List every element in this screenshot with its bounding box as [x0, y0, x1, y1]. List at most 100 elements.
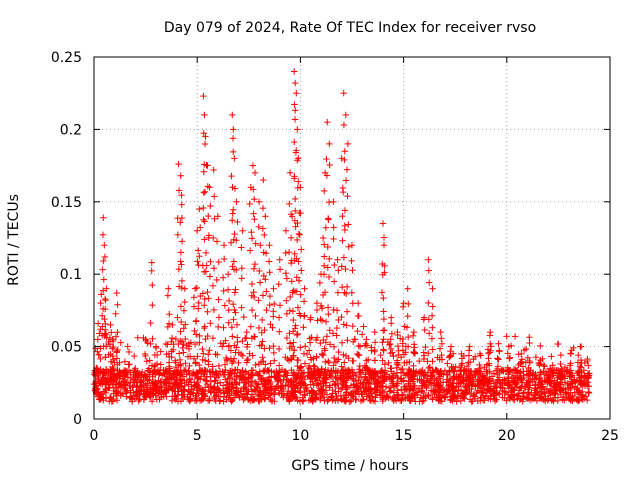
- data-point: [425, 364, 433, 372]
- data-point: [174, 314, 181, 321]
- data-point: [180, 307, 188, 314]
- data-point: [219, 343, 226, 350]
- data-point: [393, 369, 401, 377]
- data-point: [256, 279, 264, 286]
- data-point: [231, 230, 238, 238]
- data-point: [340, 188, 347, 196]
- data-point: [421, 326, 428, 334]
- data-point: [267, 396, 274, 403]
- x-tick-label: 20: [498, 428, 516, 444]
- data-point: [100, 257, 107, 265]
- data-point: [261, 395, 268, 403]
- data-point: [202, 268, 210, 275]
- data-point: [200, 204, 207, 212]
- data-point: [286, 169, 294, 177]
- data-point: [235, 349, 242, 356]
- data-point: [570, 344, 577, 352]
- data-point: [231, 289, 239, 296]
- data-point: [300, 324, 307, 331]
- data-point: [322, 358, 329, 366]
- data-point: [466, 396, 474, 403]
- data-point: [298, 246, 305, 253]
- data-point: [251, 216, 258, 223]
- data-point: [496, 348, 503, 355]
- data-point: [97, 299, 104, 307]
- data-point: [453, 371, 460, 379]
- data-point: [554, 340, 561, 348]
- data-point: [415, 357, 423, 365]
- data-point: [379, 339, 386, 346]
- data-point: [352, 371, 359, 379]
- data-point: [554, 397, 562, 405]
- data-point: [192, 369, 200, 376]
- data-point: [561, 397, 568, 404]
- data-point: [255, 223, 262, 231]
- data-point: [148, 398, 156, 405]
- data-point: [247, 323, 255, 330]
- data-point: [202, 249, 210, 257]
- data-point: [109, 381, 116, 388]
- data-point: [371, 398, 379, 405]
- data-point: [101, 242, 108, 249]
- data-point: [414, 389, 422, 396]
- data-point: [437, 328, 444, 336]
- data-point: [282, 269, 290, 277]
- data-point: [283, 310, 291, 318]
- data-point: [100, 276, 107, 283]
- data-point: [225, 297, 233, 305]
- data-point: [239, 352, 246, 359]
- data-point: [230, 300, 237, 308]
- data-point: [324, 304, 332, 311]
- data-point: [357, 385, 365, 392]
- data-point: [251, 333, 259, 341]
- data-point: [343, 308, 351, 315]
- data-point: [362, 373, 369, 380]
- data-point: [204, 308, 211, 316]
- data-point: [292, 107, 299, 114]
- data-point: [123, 393, 130, 400]
- data-point: [180, 391, 187, 398]
- data-point: [248, 383, 255, 390]
- data-point: [438, 340, 446, 348]
- data-point: [355, 312, 362, 320]
- data-point: [305, 347, 313, 354]
- data-point: [522, 345, 530, 353]
- data-point: [149, 385, 157, 392]
- data-point: [293, 331, 301, 339]
- data-point: [266, 242, 273, 249]
- data-point: [165, 285, 172, 292]
- data-point: [323, 391, 331, 398]
- data-point: [349, 267, 356, 274]
- data-point: [345, 243, 352, 250]
- data-point: [506, 355, 513, 362]
- data-point: [210, 166, 217, 174]
- data-point: [207, 258, 214, 265]
- y-tick-label: 0.05: [51, 340, 82, 356]
- data-point: [200, 168, 207, 175]
- data-point: [425, 330, 433, 337]
- data-point: [199, 345, 206, 353]
- data-point: [236, 379, 243, 387]
- data-point: [246, 247, 254, 254]
- data-point: [410, 348, 417, 356]
- data-point: [206, 273, 214, 280]
- data-point: [381, 326, 388, 334]
- data-point: [291, 195, 299, 203]
- data-point: [117, 339, 124, 346]
- plot-frame: [93, 56, 611, 420]
- data-point: [196, 339, 203, 346]
- data-point: [263, 376, 271, 383]
- data-point: [295, 178, 302, 185]
- data-point: [247, 394, 255, 402]
- x-tick-label: 5: [193, 428, 202, 444]
- data-point: [387, 336, 394, 343]
- data-point: [443, 371, 450, 378]
- data-point: [220, 255, 228, 263]
- data-point: [229, 210, 236, 217]
- data-point: [200, 350, 207, 357]
- data-point: [344, 192, 351, 200]
- data-point: [339, 237, 346, 244]
- data-point: [352, 396, 359, 404]
- data-point: [200, 189, 207, 196]
- data-point: [298, 267, 305, 274]
